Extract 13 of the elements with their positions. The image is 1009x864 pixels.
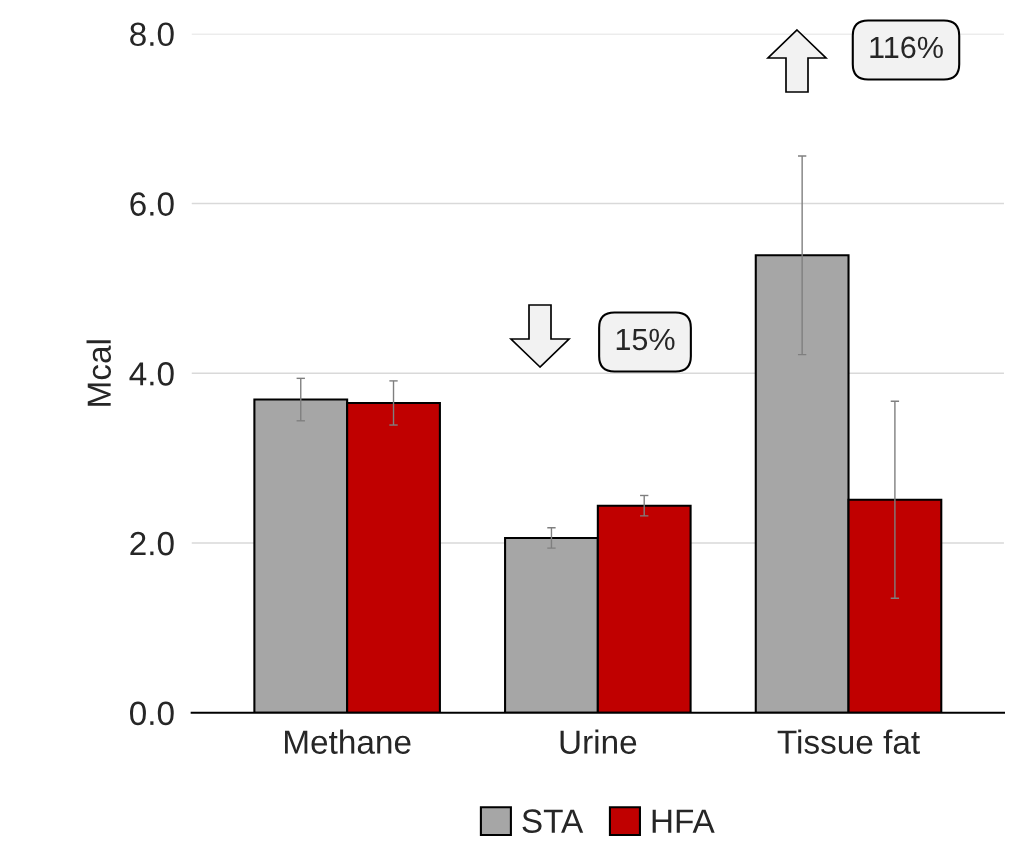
x-tick-label: Urine bbox=[560, 729, 637, 754]
legend-label: HFA bbox=[652, 809, 715, 833]
y-tick-label: 4.0 bbox=[129, 362, 174, 386]
legend-label: STA bbox=[522, 809, 584, 833]
y-axis-title: Mcal bbox=[86, 340, 112, 406]
x-tick-label: Methane bbox=[285, 729, 411, 754]
x-tick-label: Tissue fat bbox=[777, 729, 920, 754]
annotation: 116% bbox=[870, 36, 943, 59]
y-tick-label: 2.0 bbox=[130, 531, 174, 556]
y-tick-label: 0.0 bbox=[130, 701, 174, 726]
y-tick-label: 8.0 bbox=[130, 22, 174, 47]
y-tick-label: 6.0 bbox=[130, 192, 174, 216]
annotation: 15% bbox=[616, 328, 675, 351]
